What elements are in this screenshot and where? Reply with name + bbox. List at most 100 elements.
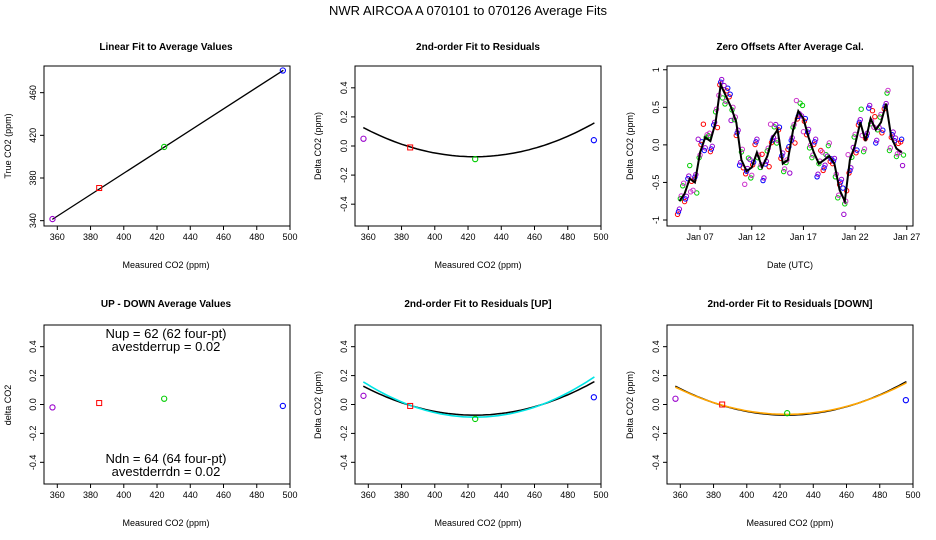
offset-point-red: [759, 151, 765, 157]
x-tick-label: 360: [50, 490, 65, 500]
offset-point-purple: [761, 175, 767, 181]
y-tick-label: 0.4: [651, 340, 661, 353]
offset-point-purple: [822, 162, 828, 168]
offset-point-green: [799, 102, 806, 109]
data-point-green: [472, 415, 479, 423]
data-point-blue: [590, 394, 598, 401]
data-point-purple: [360, 135, 367, 142]
y-tick-label: 340: [28, 213, 38, 228]
panel-linear-fit: Linear Fit to Average Values Measured CO…: [3, 42, 298, 270]
offset-point-purple: [857, 117, 863, 123]
panel-title: Zero Offsets After Average Cal.: [716, 42, 863, 53]
panel-up-down: UP - DOWN Average Values Measured CO2 (p…: [3, 299, 298, 528]
plot-frame: [43, 65, 291, 227]
data-point-purple: [49, 215, 56, 223]
x-tick-label: 420: [150, 232, 165, 242]
data-point-purple: [672, 395, 679, 402]
panel-residual-fit-up: 2nd-order Fit to Residuals [UP] Measured…: [313, 299, 609, 528]
offset-point-green: [719, 95, 726, 101]
offset-point-green: [900, 152, 907, 158]
offset-point-blue: [760, 177, 766, 184]
x-tick-label: 440: [183, 490, 198, 500]
offset-point-purple: [718, 76, 725, 83]
offset-point-red: [898, 139, 904, 145]
x-tick-label: 480: [249, 232, 264, 242]
offset-point-purple: [728, 117, 734, 124]
offset-point-magenta: [826, 140, 832, 146]
annotation-nup: Nup = 62 (62 four-pt): [105, 326, 226, 341]
x-tick-label: 500: [593, 490, 608, 500]
offset-point-blue: [682, 196, 689, 202]
x-tick-label: 500: [282, 490, 297, 500]
figure-suptitle: NWR AIRCOA A 070101 to 070126 Average Fi…: [329, 3, 607, 18]
offset-point-purple: [695, 136, 701, 142]
x-tick-label: 420: [150, 490, 165, 500]
offset-point-blue: [812, 139, 818, 145]
annotation-avestderrdn: avestderrdn = 0.02: [112, 464, 221, 479]
x-tick-label: 460: [216, 232, 231, 242]
offset-point-magenta: [793, 97, 800, 104]
y-tick-label: 420: [28, 128, 38, 143]
y-axis-label: True CO2 (ppm): [3, 113, 13, 178]
x-tick-label: 400: [116, 232, 131, 242]
offset-point-red: [724, 88, 730, 94]
offset-point-blue: [873, 140, 879, 146]
offset-point-magenta: [784, 157, 790, 163]
y-axis-label: Delta CO2 (ppm): [313, 112, 323, 180]
x-axis-label: Measured CO2 (ppm): [746, 518, 833, 528]
panel-residual-fit: 2nd-order Fit to Residuals Measured CO2 …: [313, 42, 609, 270]
data-point-green: [161, 395, 168, 402]
panel-title: 2nd-order Fit to Residuals: [416, 42, 540, 53]
x-tick-label: 400: [427, 232, 442, 242]
y-tick-label: -0.4: [339, 196, 349, 212]
offset-point-green: [705, 133, 712, 139]
x-tick-label: Jan 27: [893, 232, 920, 242]
offset-point-blue: [814, 174, 820, 180]
offset-point-blue: [753, 139, 759, 145]
offset-point-magenta: [680, 180, 687, 186]
offset-point-blue: [725, 85, 731, 91]
data-point-green: [161, 143, 168, 151]
annotation-avestderrup: avestderrup = 0.02: [112, 339, 221, 354]
offset-point-green: [780, 168, 787, 175]
y-tick-label: -0.4: [651, 455, 661, 471]
annotation-ndn: Ndn = 64 (64 four-pt): [105, 451, 226, 466]
y-tick-label: 0.0: [28, 398, 38, 411]
data-point-purple: [360, 392, 367, 399]
y-tick-label: 0.0: [651, 139, 661, 152]
x-tick-label: 360: [361, 490, 376, 500]
offset-point-green: [835, 195, 841, 201]
offset-point-magenta: [767, 121, 774, 127]
x-tick-label: 480: [872, 490, 887, 500]
offset-point-blue: [880, 127, 886, 133]
y-tick-label: -1: [651, 216, 661, 224]
offset-point-red: [752, 141, 758, 148]
x-tick-label: 380: [706, 490, 721, 500]
offset-point-magenta: [845, 151, 851, 158]
fit-curve-cyan: [362, 376, 595, 419]
x-tick-label: 420: [773, 490, 788, 500]
offset-point-red: [872, 114, 878, 120]
offset-point-blue: [736, 162, 743, 168]
x-tick-label: Jan 22: [842, 232, 869, 242]
panel-title: UP - DOWN Average Values: [101, 299, 232, 310]
x-tick-label: 500: [905, 490, 920, 500]
y-tick-label: 0.2: [339, 111, 349, 124]
offset-point-magenta: [885, 87, 891, 94]
offset-point-magenta: [819, 149, 825, 155]
offset-point-green: [687, 162, 693, 169]
offset-point-red: [869, 107, 876, 114]
data-point-green: [784, 410, 791, 417]
y-axis-label: Delta CO2 (ppm): [313, 371, 323, 439]
offset-point-magenta: [861, 146, 868, 152]
offset-point-green: [884, 90, 890, 96]
x-tick-label: 420: [461, 490, 476, 500]
y-tick-label: 0.4: [339, 340, 349, 353]
offset-point-purple: [874, 137, 880, 144]
offset-point-red: [742, 171, 749, 177]
offset-point-blue: [854, 147, 860, 153]
offset-point-green: [886, 147, 893, 154]
offset-point-purple: [683, 193, 690, 200]
offset-point-magenta: [835, 192, 842, 198]
offset-point-blue: [821, 165, 827, 171]
